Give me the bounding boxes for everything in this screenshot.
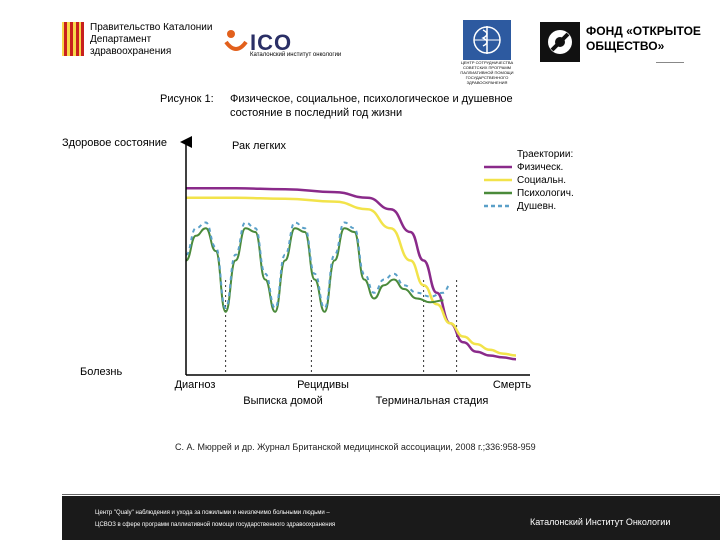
gov-text: Правительство Каталонии Департамент здра… — [90, 22, 213, 57]
osf-text: ФОНД «ОТКРЫТОЕ ОБЩЕСТВО» — [586, 24, 701, 53]
ico-subtitle: Каталонский институт онкологии — [250, 52, 342, 58]
legend-item: Душевн. — [517, 201, 556, 212]
series-line-2 — [185, 227, 444, 313]
chart-title: Рак легких — [232, 140, 286, 152]
gov-logo — [62, 22, 84, 56]
legend-title: Траектории: — [517, 149, 573, 160]
x-label: Терминальная стадия — [376, 395, 489, 407]
footer-bar — [62, 496, 720, 540]
who-text: ЦЕНТР СОТРУДНИЧЕСТВА СОВЕТСКИХ ПРОГРАММ … — [460, 60, 514, 85]
osf-logo-icon — [540, 22, 580, 62]
footer-right: Каталонский Институт Онкологии — [530, 517, 671, 527]
figure-title-line2: состояние в последний год жизни — [230, 107, 403, 119]
x-label: Рецидивы — [297, 379, 349, 391]
osf-underline — [656, 62, 684, 63]
y-label-bottom: Болезнь — [80, 366, 123, 378]
series-line-0 — [185, 187, 517, 361]
x-label: Смерть — [493, 379, 532, 391]
footer-divider — [62, 494, 720, 495]
figure-title-line1: Физическое, социальное, психологическое … — [230, 93, 513, 105]
footer-left-line1: Центр "Qualy" наблюдения и ухода за пожи… — [95, 510, 330, 516]
x-label: Диагноз — [175, 379, 216, 391]
series-line-1 — [186, 196, 517, 357]
trajectory-chart: Здоровое состояние Болезнь Рак легких Ди… — [62, 136, 574, 407]
figure-label: Рисунок 1: — [160, 93, 214, 105]
x-label: Выписка домой — [243, 395, 322, 407]
ico-emblem-icon — [222, 26, 248, 56]
footer-left-line2: ЦСВОЗ в сфере программ паллиативной помо… — [95, 522, 336, 528]
y-label-top: Здоровое состояние — [62, 137, 167, 149]
ico-logo: ICO — [250, 30, 293, 55]
who-emblem-icon — [463, 20, 511, 60]
legend-item: Психологич. — [517, 188, 574, 199]
legend-item: Физическ. — [517, 162, 563, 173]
legend-item: Социальн. — [517, 175, 566, 186]
series-line-3 — [185, 221, 451, 310]
citation: С. А. Мюррей и др. Журнал Британской мед… — [175, 442, 536, 452]
